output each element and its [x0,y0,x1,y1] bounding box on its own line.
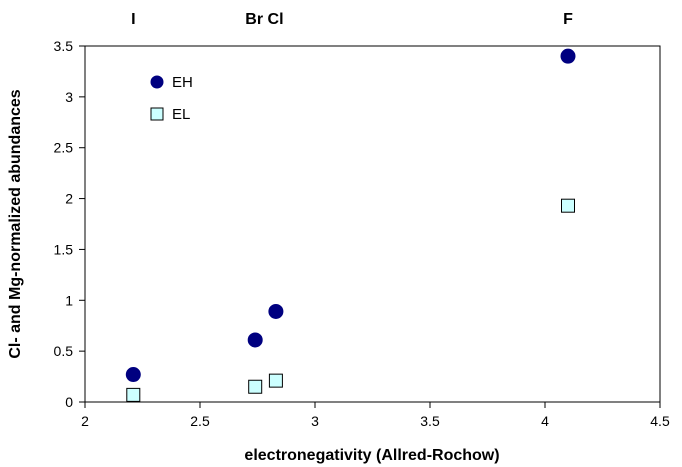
x-tick-label: 2 [81,413,89,429]
legend: EH EL [141,61,211,127]
element-label: F [563,11,573,28]
data-point-el [561,198,575,213]
data-point-el [248,379,263,394]
y-tick-label: 3.5 [54,38,74,54]
y-axis-title: Cl- and Mg-normalized abundances [7,89,24,358]
data-point-el [126,387,141,402]
data-point-eh [125,367,141,383]
tick-layer: 2 2.5 3 3.5 4 4.5 0 0.5 1 1.5 2 2.5 3 3.5 [54,38,670,429]
y-tick-label: 3 [65,89,73,105]
x-tick-label: 4.5 [650,413,670,429]
y-tick-label: 0.5 [54,343,74,359]
data-point-eh [268,303,284,319]
x-tick-label: 2.5 [190,413,210,429]
x-tick-label: 4 [541,413,549,429]
data-point-eh [247,332,263,348]
element-label: I [131,11,135,28]
x-tick-label: 3 [311,413,319,429]
legend-label-eh: EH [172,74,193,91]
x-axis-title: electronegativity (Allred-Rochow) [244,447,499,464]
element-label-layer: I Br Cl F [131,11,573,28]
data-points-layer [125,48,576,402]
y-tick-label: 0 [65,394,73,410]
y-tick-label: 2 [65,191,73,207]
legend-label-el: EL [172,106,190,123]
data-point-eh [560,48,576,64]
legend-marker-eh [150,75,164,89]
legend-marker-el [150,107,164,121]
y-tick-label: 1.5 [54,241,74,257]
y-tick-label: 2.5 [54,140,74,156]
y-tick-label: 1 [65,292,73,308]
x-tick-label: 3.5 [420,413,440,429]
element-label: Br Cl [245,11,283,28]
data-point-el [268,373,283,388]
